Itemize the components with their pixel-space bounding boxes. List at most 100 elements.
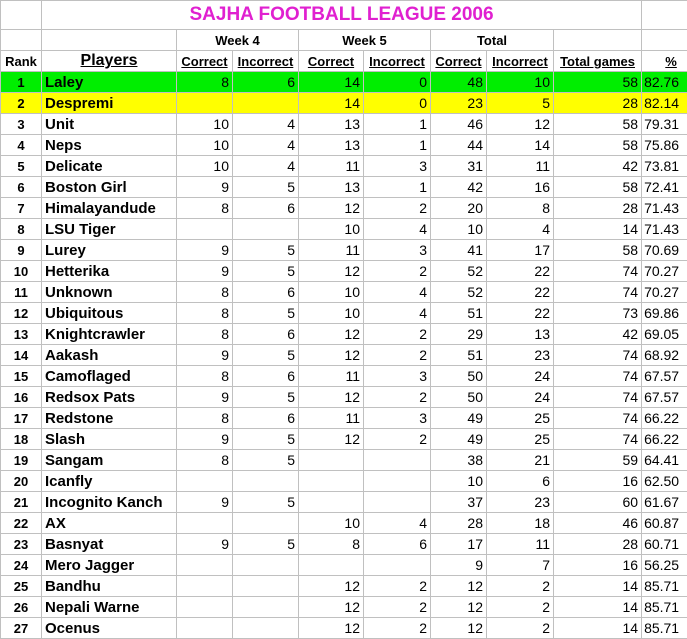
value-cell[interactable]: 9: [177, 240, 233, 261]
value-cell[interactable]: 8: [177, 303, 233, 324]
value-cell[interactable]: 16: [487, 177, 554, 198]
rank-cell[interactable]: 13: [1, 324, 42, 345]
rank-cell[interactable]: 22: [1, 513, 42, 534]
value-cell[interactable]: 52: [431, 261, 487, 282]
percent-cell[interactable]: 82.14: [642, 93, 687, 114]
value-cell[interactable]: 24: [487, 387, 554, 408]
column-header[interactable]: Incorrect: [364, 51, 431, 72]
value-cell[interactable]: 12: [299, 198, 364, 219]
value-cell[interactable]: 5: [233, 177, 299, 198]
week5-header[interactable]: Week 5: [299, 30, 431, 51]
value-cell[interactable]: 13: [487, 324, 554, 345]
value-cell[interactable]: [299, 471, 364, 492]
value-cell[interactable]: 38: [431, 450, 487, 471]
value-cell[interactable]: [177, 618, 233, 639]
value-cell[interactable]: [233, 597, 299, 618]
cell[interactable]: [642, 1, 687, 30]
value-cell[interactable]: 74: [554, 282, 642, 303]
value-cell[interactable]: 3: [364, 366, 431, 387]
value-cell[interactable]: 2: [364, 576, 431, 597]
value-cell[interactable]: 10: [299, 513, 364, 534]
value-cell[interactable]: 2: [364, 261, 431, 282]
total-header[interactable]: Total: [431, 30, 554, 51]
value-cell[interactable]: 12: [299, 324, 364, 345]
value-cell[interactable]: 7: [487, 555, 554, 576]
value-cell[interactable]: 5: [233, 534, 299, 555]
percent-cell[interactable]: 73.81: [642, 156, 687, 177]
player-cell[interactable]: Neps: [42, 135, 177, 156]
column-header[interactable]: Players: [42, 51, 177, 72]
player-cell[interactable]: Despremi: [42, 93, 177, 114]
percent-cell[interactable]: 60.87: [642, 513, 687, 534]
value-cell[interactable]: [233, 513, 299, 534]
value-cell[interactable]: 58: [554, 135, 642, 156]
value-cell[interactable]: 8: [299, 534, 364, 555]
value-cell[interactable]: 14: [554, 597, 642, 618]
value-cell[interactable]: [177, 597, 233, 618]
value-cell[interactable]: 11: [487, 156, 554, 177]
value-cell[interactable]: 12: [299, 429, 364, 450]
value-cell[interactable]: 9: [177, 429, 233, 450]
value-cell[interactable]: 2: [364, 345, 431, 366]
value-cell[interactable]: 3: [364, 408, 431, 429]
value-cell[interactable]: 74: [554, 408, 642, 429]
player-cell[interactable]: Redstone: [42, 408, 177, 429]
rank-cell[interactable]: 7: [1, 198, 42, 219]
player-cell[interactable]: Ocenus: [42, 618, 177, 639]
value-cell[interactable]: [233, 576, 299, 597]
rank-cell[interactable]: 1: [1, 72, 42, 93]
player-cell[interactable]: Unknown: [42, 282, 177, 303]
value-cell[interactable]: [177, 555, 233, 576]
value-cell[interactable]: 8: [177, 324, 233, 345]
value-cell[interactable]: [177, 513, 233, 534]
value-cell[interactable]: 10: [299, 219, 364, 240]
value-cell[interactable]: 10: [487, 72, 554, 93]
value-cell[interactable]: 2: [487, 597, 554, 618]
value-cell[interactable]: 2: [364, 324, 431, 345]
percent-cell[interactable]: 60.71: [642, 534, 687, 555]
percent-cell[interactable]: 67.57: [642, 387, 687, 408]
player-cell[interactable]: Sangam: [42, 450, 177, 471]
percent-cell[interactable]: 61.67: [642, 492, 687, 513]
value-cell[interactable]: 9: [177, 261, 233, 282]
rank-cell[interactable]: 26: [1, 597, 42, 618]
player-cell[interactable]: Laley: [42, 72, 177, 93]
value-cell[interactable]: 4: [364, 282, 431, 303]
value-cell[interactable]: 8: [177, 282, 233, 303]
player-cell[interactable]: Himalayandude: [42, 198, 177, 219]
value-cell[interactable]: 28: [431, 513, 487, 534]
value-cell[interactable]: 46: [431, 114, 487, 135]
player-cell[interactable]: Boston Girl: [42, 177, 177, 198]
value-cell[interactable]: 49: [431, 429, 487, 450]
value-cell[interactable]: 58: [554, 177, 642, 198]
player-cell[interactable]: Nepali Warne: [42, 597, 177, 618]
percent-cell[interactable]: 70.69: [642, 240, 687, 261]
rank-cell[interactable]: 23: [1, 534, 42, 555]
value-cell[interactable]: 2: [364, 618, 431, 639]
percent-cell[interactable]: 85.71: [642, 618, 687, 639]
value-cell[interactable]: 12: [299, 387, 364, 408]
value-cell[interactable]: 5: [233, 429, 299, 450]
rank-cell[interactable]: 4: [1, 135, 42, 156]
value-cell[interactable]: 37: [431, 492, 487, 513]
rank-cell[interactable]: 6: [1, 177, 42, 198]
value-cell[interactable]: 42: [431, 177, 487, 198]
percent-cell[interactable]: 82.76: [642, 72, 687, 93]
player-cell[interactable]: Bandhu: [42, 576, 177, 597]
value-cell[interactable]: 29: [431, 324, 487, 345]
column-header[interactable]: Total games: [554, 51, 642, 72]
value-cell[interactable]: 8: [177, 408, 233, 429]
column-header[interactable]: Correct: [431, 51, 487, 72]
value-cell[interactable]: 74: [554, 429, 642, 450]
value-cell[interactable]: [233, 471, 299, 492]
value-cell[interactable]: 58: [554, 240, 642, 261]
value-cell[interactable]: 9: [177, 345, 233, 366]
value-cell[interactable]: 42: [554, 156, 642, 177]
value-cell[interactable]: [364, 450, 431, 471]
value-cell[interactable]: 0: [364, 72, 431, 93]
rank-cell[interactable]: 25: [1, 576, 42, 597]
player-cell[interactable]: AX: [42, 513, 177, 534]
column-header[interactable]: Incorrect: [487, 51, 554, 72]
rank-cell[interactable]: 12: [1, 303, 42, 324]
value-cell[interactable]: [233, 219, 299, 240]
